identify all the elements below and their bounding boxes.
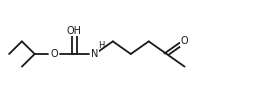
- Text: OH: OH: [67, 26, 82, 36]
- Text: H: H: [98, 41, 104, 50]
- Text: O: O: [50, 49, 58, 59]
- Text: N: N: [91, 49, 99, 59]
- Text: O: O: [181, 36, 188, 46]
